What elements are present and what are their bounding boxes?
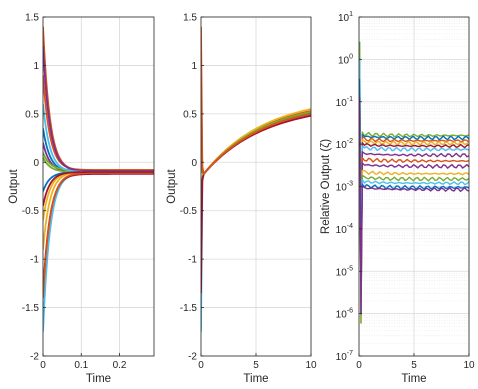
y-tick-label: -1 [188, 255, 197, 266]
right-relative-output-panel: 0 5 10 101 100 10-1 10-2 10-3 10-4 10-5 10-6 10-7 Ti… [320, 11, 475, 385]
y-axis-title: Output [8, 168, 20, 203]
series-line-4 [359, 114, 469, 256]
y-tick-label: 0 [33, 158, 39, 169]
y-tick-label: -0.5 [22, 206, 40, 217]
y-tick-label: -1.5 [180, 303, 198, 314]
series-line-9 [359, 114, 469, 265]
y-tick-label: 100 [338, 53, 353, 66]
series-line-7 [359, 78, 469, 277]
x-axis-title: Time [86, 373, 111, 385]
y-tick-label: 10-4 [336, 223, 353, 236]
series-line-1 [359, 59, 469, 295]
y-axis-title: Output [166, 168, 178, 203]
series-line-14 [43, 171, 154, 207]
y-tick-label: -1.5 [22, 303, 40, 314]
x-tick-label: 10 [305, 360, 317, 371]
series-line-7 [201, 75, 311, 175]
series-line-12 [43, 172, 154, 298]
series-line-5 [359, 41, 469, 285]
series-line-3 [359, 98, 469, 324]
y-tick-label: 1 [33, 61, 39, 72]
series-line-13 [359, 98, 469, 315]
series-group [359, 41, 469, 324]
series-line-11 [359, 59, 469, 256]
series-line-12 [359, 78, 469, 285]
x-tick-label: 5 [411, 360, 417, 371]
series-line-10 [359, 41, 469, 324]
x-axis-title: Time [401, 373, 426, 385]
y-tick-label: 10-3 [336, 181, 353, 194]
x-tick-label: 10 [463, 360, 475, 371]
y-tick-label: -1 [30, 255, 39, 266]
x-axis-title: Time [243, 373, 268, 385]
y-tick-label: -2 [188, 352, 197, 363]
y-tick-label: -2 [30, 352, 39, 363]
x-tick-label: 0.2 [113, 360, 127, 371]
y-tick-label: 1.5 [25, 13, 39, 24]
y-tick-label: 10-5 [336, 265, 353, 278]
plot-area [43, 17, 154, 356]
y-tick-label: 0 [191, 158, 197, 169]
y-tick-label: 1 [191, 61, 197, 72]
series-group [201, 26, 311, 332]
y-tick-label: 10-7 [336, 350, 353, 363]
y-tick-label: 10-6 [336, 308, 353, 321]
y-axis-title: Relative Output (ζ) [320, 139, 332, 234]
y-tick-label: 0.5 [25, 109, 39, 120]
series-line-10 [43, 46, 154, 172]
y-tick-label: 10-2 [336, 138, 353, 151]
x-tick-label: 5 [253, 360, 259, 371]
axes-box [42, 16, 155, 357]
x-tick-label: 0 [40, 360, 46, 371]
x-tick-label: 0 [356, 360, 362, 371]
y-tick-label: 10-1 [336, 96, 353, 109]
series-line-0 [359, 41, 469, 277]
series-group [43, 26, 154, 332]
y-tick-label: -0.5 [180, 206, 198, 217]
left-output-panel: 0 0.1 0.2 -2 -1.5 -1 -0.5 0 0.5 1 1.5 Time Output [8, 13, 155, 385]
middle-output-panel: 0 5 10 -2 -1.5 -1 -0.5 0 0.5 1 1.5 Time Output [166, 13, 317, 386]
series-line-6 [359, 59, 469, 315]
x-tick-label: 0.1 [74, 360, 88, 371]
series-line-2 [359, 78, 469, 265]
y-tick-label: 0.5 [183, 109, 197, 120]
series-line-8 [359, 98, 469, 295]
y-tick-label: 101 [338, 11, 353, 24]
y-tick-label: 1.5 [183, 13, 197, 24]
x-tick-label: 0 [198, 360, 204, 371]
